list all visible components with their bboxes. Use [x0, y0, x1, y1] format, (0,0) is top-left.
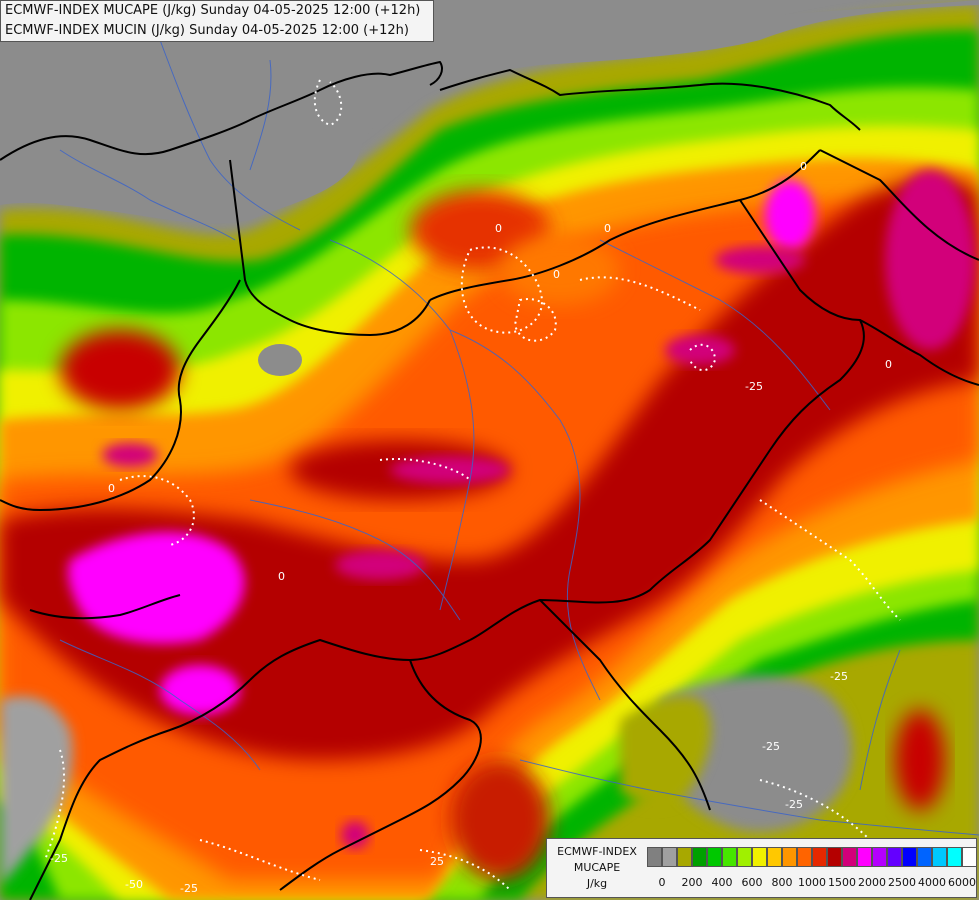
- legend-swatch: [647, 847, 662, 867]
- cin-label: -50: [125, 878, 143, 891]
- cin-label: -25: [50, 852, 68, 865]
- legend-tick-label: 400: [711, 876, 733, 889]
- legend-swatch: [782, 847, 797, 867]
- legend-swatch: [872, 847, 887, 867]
- cin-label: 0: [495, 222, 502, 235]
- legend-tick-label: 0: [658, 876, 666, 889]
- cin-label: -25: [762, 740, 780, 753]
- legend-swatch: [767, 847, 782, 867]
- legend-tick-label: 4000: [918, 876, 946, 889]
- cin-label: 25: [430, 855, 444, 868]
- legend-swatch: [722, 847, 737, 867]
- legend-swatch: [752, 847, 767, 867]
- legend-tick-label: 800: [771, 876, 793, 889]
- cin-label: 0: [604, 222, 611, 235]
- legend-tick-label: 2000: [858, 876, 886, 889]
- rivers: [59, 39, 979, 836]
- legend-unit: J/kg: [586, 877, 608, 890]
- cin-label: -25: [745, 380, 763, 393]
- legend-swatch: [962, 847, 977, 867]
- cin-contour-labels: 0 0 0 0 0 0 0 -25 -25 -25 -25 -50 -25 25…: [50, 160, 892, 895]
- cin-label: -25: [830, 670, 848, 683]
- legend-title: ECMWF-INDEX MUCAPE J/kg: [547, 844, 647, 892]
- legend-tick-label: 2500: [888, 876, 916, 889]
- mucin-title: ECMWF-INDEX MUCIN (J/kg) Sunday 04-05-20…: [5, 23, 409, 38]
- legend-swatch: [827, 847, 842, 867]
- cin-label: 0: [553, 268, 560, 281]
- legend-tick-label: 200: [681, 876, 703, 889]
- legend-model: ECMWF-INDEX: [557, 845, 637, 858]
- legend-swatch: [707, 847, 722, 867]
- cin-label: -25: [785, 798, 803, 811]
- cin-label: 0: [278, 570, 285, 583]
- legend-swatch: [947, 847, 962, 867]
- legend-swatch: [662, 847, 677, 867]
- legend-tick-label: 6000: [948, 876, 976, 889]
- cin-label: -25: [180, 882, 198, 895]
- legend-swatch: [797, 847, 812, 867]
- cin-contours: [44, 79, 901, 891]
- legend-swatch: [857, 847, 872, 867]
- legend-tick-label: 1000: [798, 876, 826, 889]
- legend-swatch: [902, 847, 917, 867]
- color-legend: ECMWF-INDEX MUCAPE J/kg 0 200 400 600 800 100…: [546, 838, 977, 898]
- legend-swatch: [677, 847, 692, 867]
- legend-swatch: [917, 847, 932, 867]
- legend-swatch: [692, 847, 707, 867]
- cin-label: 0: [108, 482, 115, 495]
- cin-label: 0: [885, 358, 892, 371]
- legend-swatch: [887, 847, 902, 867]
- map-title-box: ECMWF-INDEX MUCAPE (J/kg) Sunday 04-05-2…: [0, 0, 434, 42]
- legend-tick-label: 600: [741, 876, 763, 889]
- legend-swatch: [737, 847, 752, 867]
- legend-tick-label: 1500: [828, 876, 856, 889]
- cin-label: 0: [800, 160, 807, 173]
- legend-swatch: [812, 847, 827, 867]
- legend-variable: MUCAPE: [573, 861, 621, 874]
- legend-swatch: [932, 847, 947, 867]
- mucape-title: ECMWF-INDEX MUCAPE (J/kg) Sunday 04-05-2…: [5, 3, 421, 18]
- legend-swatch: [842, 847, 857, 867]
- country-borders: [0, 61, 979, 900]
